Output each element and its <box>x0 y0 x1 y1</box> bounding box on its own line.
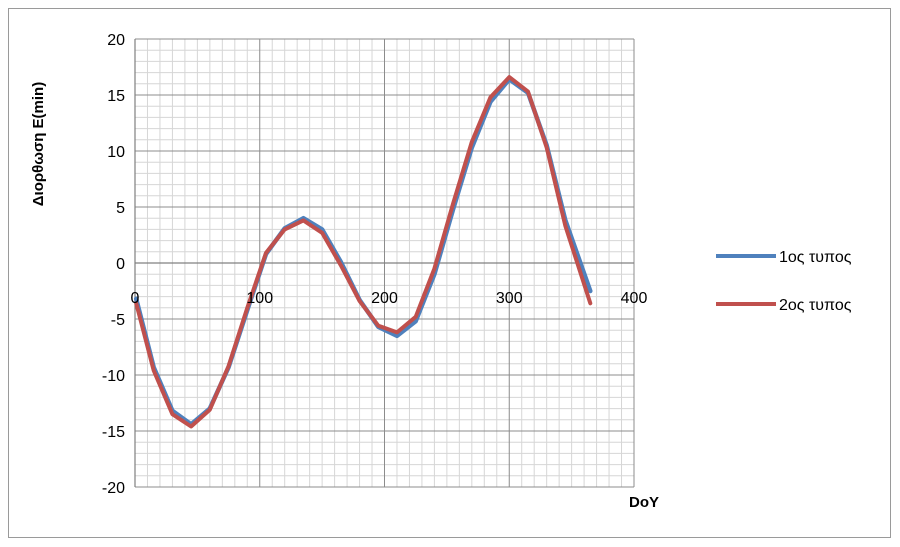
legend-label-2: 2ος τυπος <box>779 297 852 314</box>
legend-label-1: 1ος τυπος <box>779 249 852 266</box>
x-axis-title: DoY <box>629 494 659 511</box>
series-line-2 <box>134 75 593 429</box>
chart-frame: 20 15 10 5 0 -5 -10 -15 -20 0 100 200 300 400 Διορθωσ… <box>8 8 891 538</box>
legend: 1ος τυπος 2ος τυπος <box>716 249 852 314</box>
x-tick-label: 100 <box>246 290 273 307</box>
y-tick-label: 15 <box>107 88 125 105</box>
series-lines <box>133 75 593 429</box>
x-tick-label: 300 <box>496 290 523 307</box>
y-tick-label: 5 <box>116 200 125 217</box>
y-tick-label: 20 <box>107 32 125 49</box>
y-tick-label: 0 <box>116 256 125 273</box>
x-tick-label: 200 <box>371 290 398 307</box>
x-tick-label: 0 <box>131 290 140 307</box>
line-chart: 20 15 10 5 0 -5 -10 -15 -20 0 100 200 300 400 Διορθωσ… <box>30 32 852 511</box>
y-axis-title: Διορθωση Ε(min) <box>30 82 47 206</box>
y-tick-label: 10 <box>107 144 125 161</box>
tick-labels: 20 15 10 5 0 -5 -10 -15 -20 0 100 200 300 400 <box>102 32 648 497</box>
y-tick-label: -15 <box>102 424 125 441</box>
x-tick-label: 400 <box>621 290 648 307</box>
axes <box>134 39 634 487</box>
y-tick-label: -5 <box>111 312 125 329</box>
y-tick-label: -10 <box>102 368 125 385</box>
y-tick-label: -20 <box>102 480 125 497</box>
